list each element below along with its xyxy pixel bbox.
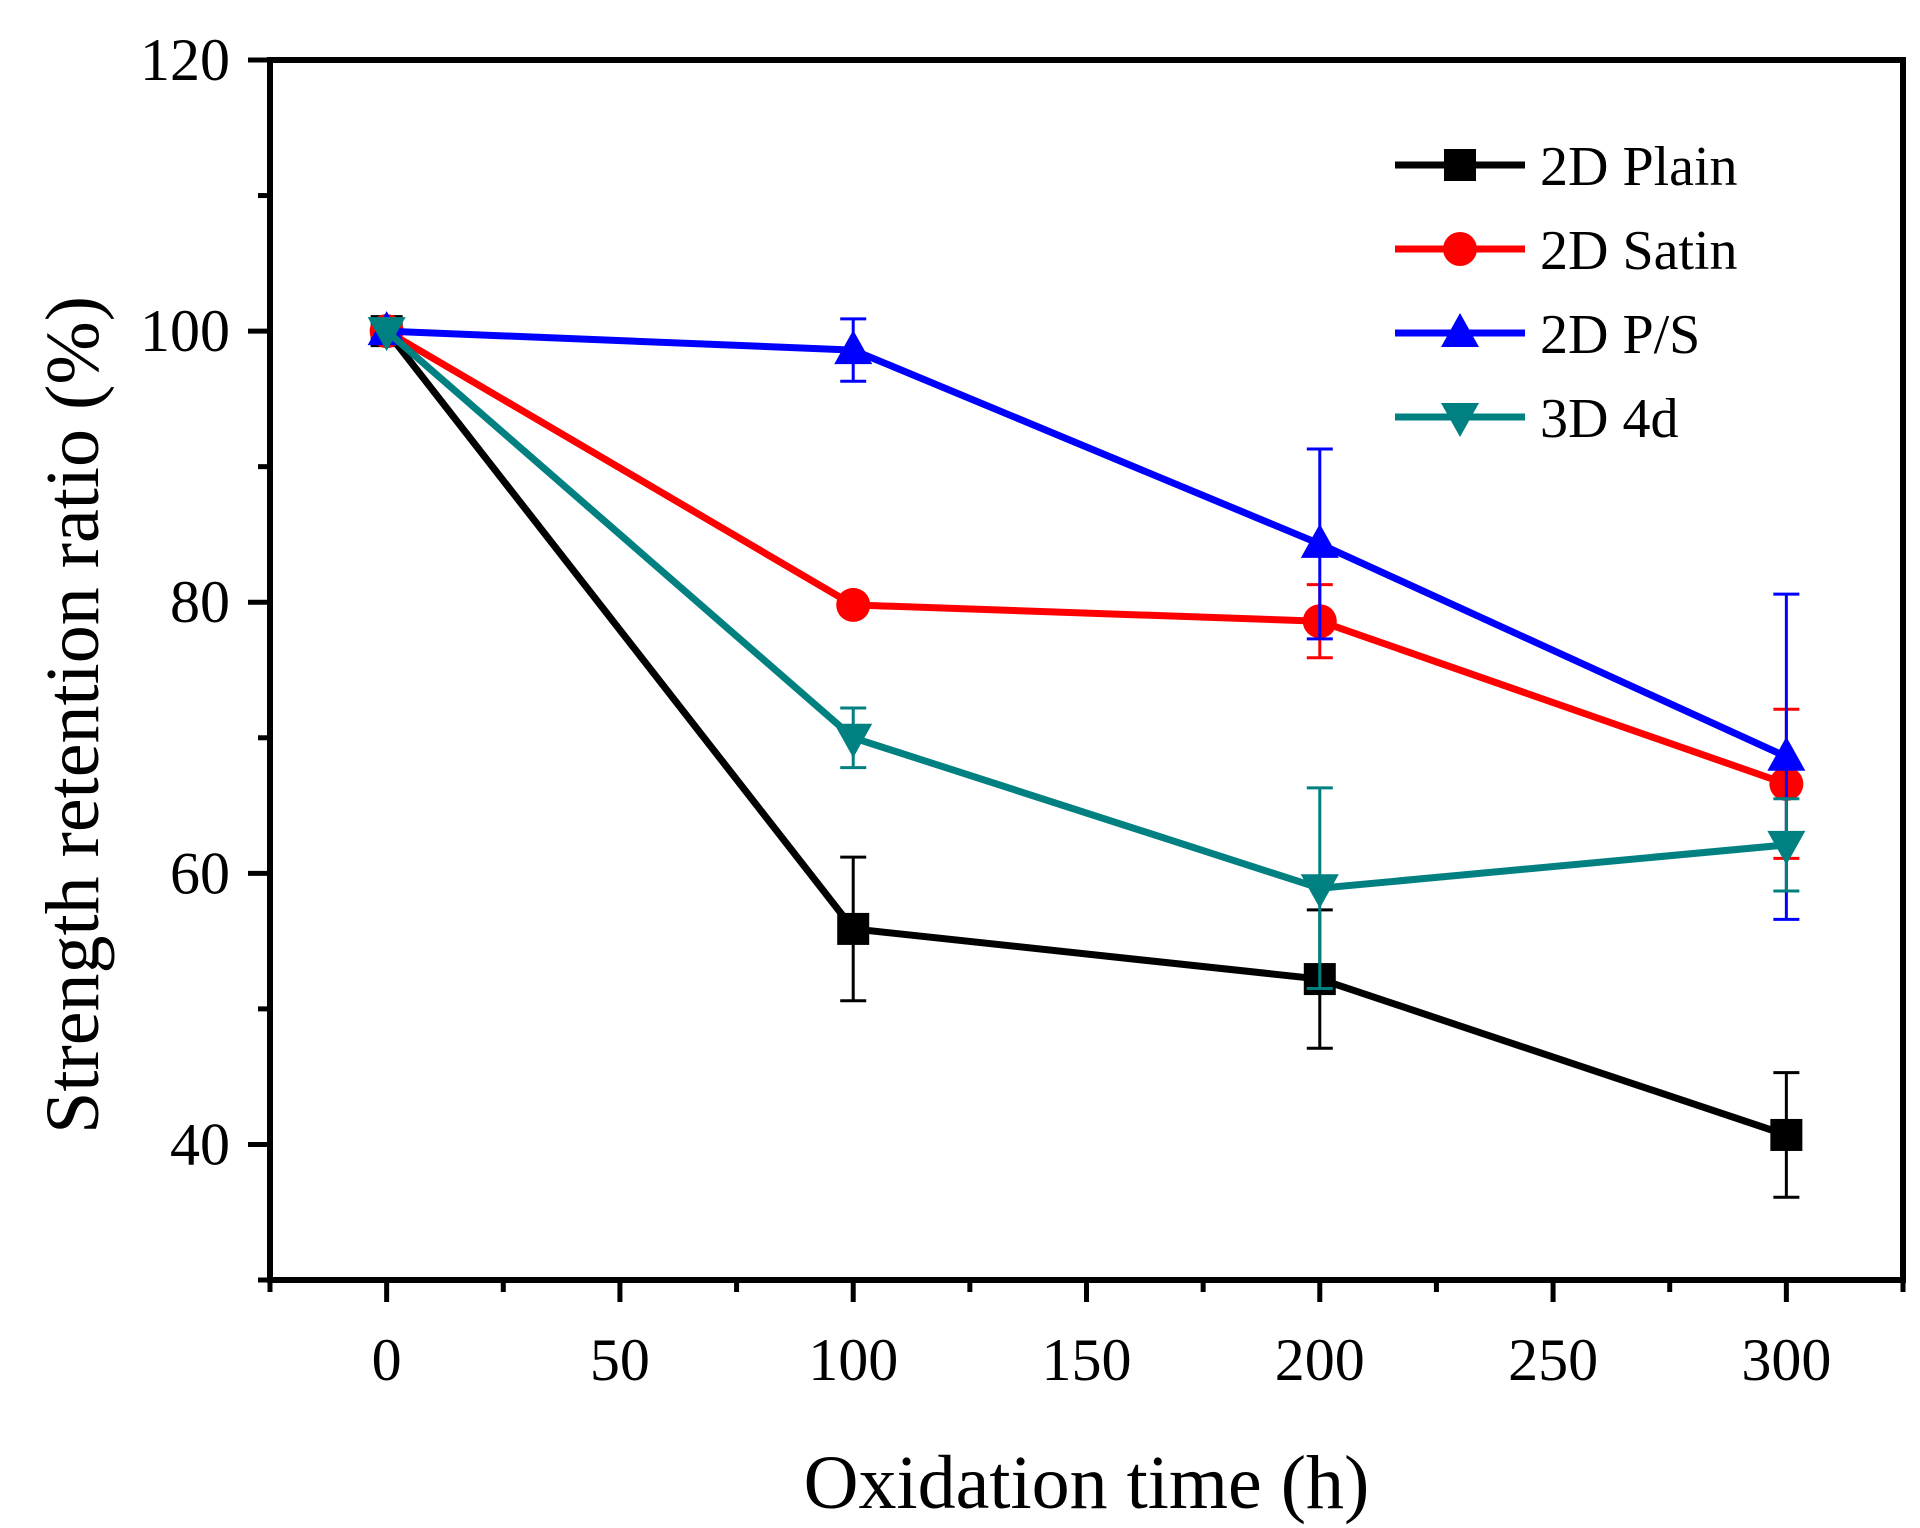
y-tick-label: 100 [140, 298, 230, 364]
series-line [384, 328, 1787, 892]
data-point [834, 723, 873, 758]
series-line [386, 327, 1788, 760]
x-axis-title: Oxidation time (h) [804, 1441, 1370, 1525]
data-point [834, 330, 873, 365]
plot-area: 0 50 100 150 200 250 300 40 60 80 100 120 [140, 27, 1906, 1393]
data-point [1767, 736, 1806, 771]
legend-label: 2D Satin [1540, 220, 1738, 282]
data-point [1767, 830, 1806, 865]
data-point [1300, 523, 1339, 558]
y-tick-label: 40 [170, 1111, 230, 1177]
legend-label: 2D P/S [1540, 304, 1700, 366]
data-point [1770, 1118, 1803, 1151]
data-point [837, 912, 870, 945]
legend-label: 2D Plain [1540, 136, 1738, 198]
x-tick-label: 50 [590, 1327, 650, 1393]
legend-item: 2D P/S [1395, 304, 1700, 366]
legend-label: 3D 4d [1540, 388, 1678, 450]
series-line [383, 328, 1788, 1139]
x-tick-label: 100 [808, 1327, 898, 1393]
x-tick-label: 250 [1508, 1327, 1598, 1393]
legend-marker [1441, 313, 1479, 347]
y-axis-title: Strength retention ratio (%) [31, 296, 115, 1134]
y-tick-label: 80 [170, 569, 230, 635]
y-tick-label: 120 [140, 27, 230, 93]
series-line [384, 328, 1788, 788]
series-3d-4d [367, 317, 1806, 991]
legend-marker [1443, 232, 1477, 266]
x-tick-label: 300 [1741, 1327, 1831, 1393]
data-point [367, 317, 406, 352]
legend: 2D Plain 2D Satin 2D P/S 3D 4d [1395, 136, 1738, 450]
x-tick-label: 0 [372, 1327, 402, 1393]
legend-item: 3D 4d [1395, 388, 1678, 450]
legend-marker [1444, 149, 1476, 181]
x-tick-label: 150 [1042, 1327, 1132, 1393]
legend-marker [1441, 403, 1479, 437]
x-tick-label: 200 [1275, 1327, 1365, 1393]
legend-item: 2D Satin [1395, 220, 1738, 282]
legend-item: 2D Plain [1395, 136, 1738, 198]
data-point [836, 587, 871, 622]
y-tick-label: 60 [170, 840, 230, 906]
data-point [1300, 874, 1339, 909]
